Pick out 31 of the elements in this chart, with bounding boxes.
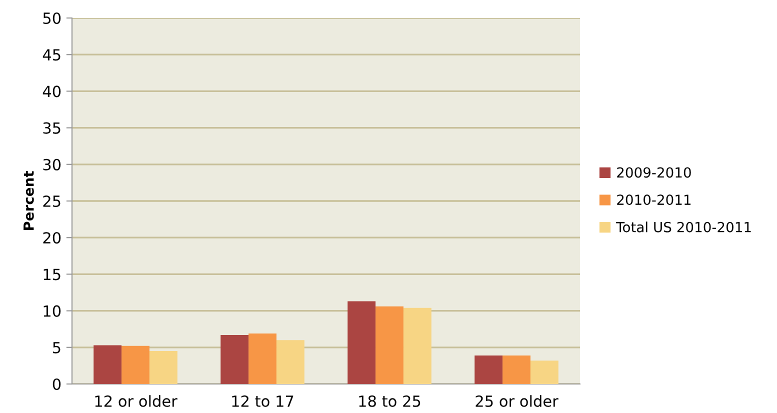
bar: [376, 306, 404, 384]
bar: [276, 340, 304, 384]
y-tick-label: 35: [43, 122, 60, 134]
bar: [94, 345, 122, 384]
bar: [530, 360, 558, 384]
bar: [474, 355, 503, 384]
bar: [403, 308, 432, 384]
legend-label: 2009-2010: [617, 167, 691, 178]
bar: [348, 301, 376, 384]
y-tick-label: 10: [44, 305, 61, 317]
bar: [248, 333, 276, 384]
y-tick-label: 50: [43, 12, 61, 24]
y-tick-label: 30: [43, 158, 61, 170]
y-tick-label: 20: [43, 232, 61, 244]
bar: [122, 346, 150, 384]
bar: [502, 355, 530, 384]
y-tick-label: 0: [52, 378, 61, 390]
y-axis-title: Percent: [24, 171, 34, 230]
bar: [220, 334, 249, 384]
x-tick-label: 12 or older: [95, 395, 178, 407]
y-tick-label: 40: [42, 86, 61, 98]
y-tick-label: 15: [44, 268, 60, 280]
bar: [149, 351, 178, 384]
y-tick-label: 45: [42, 49, 60, 61]
legend-label: 2010-2011: [617, 194, 691, 206]
y-tick-label: 25: [43, 195, 60, 208]
legend-label: Total US 2010-2011: [616, 222, 751, 232]
y-tick-label: 5: [53, 342, 60, 354]
x-tick-label: 18 to 25: [359, 395, 420, 407]
x-tick-label: 12 to 17: [232, 395, 294, 407]
x-tick-label: 25 or older: [476, 395, 558, 407]
